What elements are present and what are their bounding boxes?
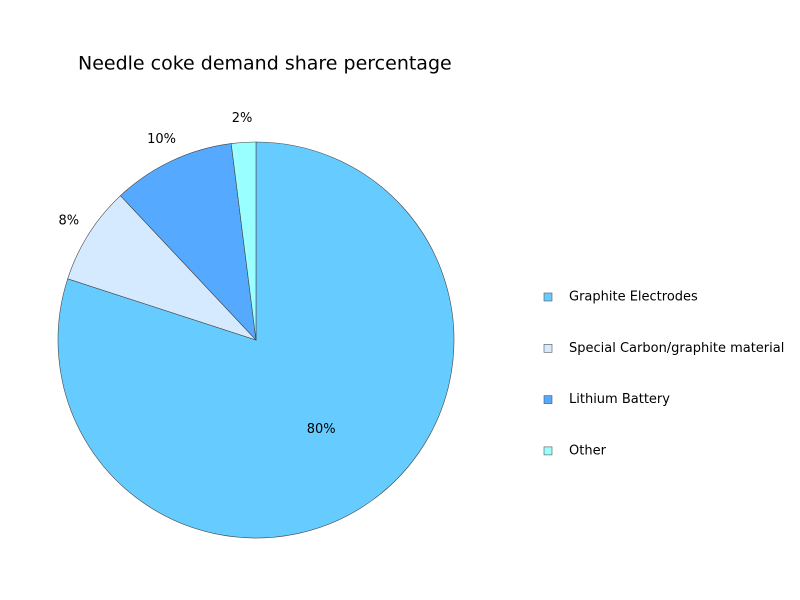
slice-label: 8%	[58, 214, 79, 229]
legend-swatch	[543, 446, 553, 456]
legend-swatch	[543, 292, 553, 302]
pie-slice	[230, 141, 257, 341]
chart-title: Needle coke demand share percentage	[78, 53, 452, 75]
legend-swatch	[543, 343, 553, 353]
legend-swatch	[543, 395, 553, 404]
legend-label: Other	[569, 443, 607, 458]
slice-label: 2%	[232, 111, 253, 126]
legend-label: Special Carbon/graphite material	[569, 341, 784, 356]
slice-label: 80%	[307, 422, 336, 437]
pie-slice	[67, 195, 257, 341]
legend-label: Lithium Battery	[569, 392, 670, 407]
legend-label: Graphite Electrodes	[569, 290, 698, 305]
slice-label: 10%	[147, 132, 176, 147]
pie-slice	[120, 143, 257, 341]
